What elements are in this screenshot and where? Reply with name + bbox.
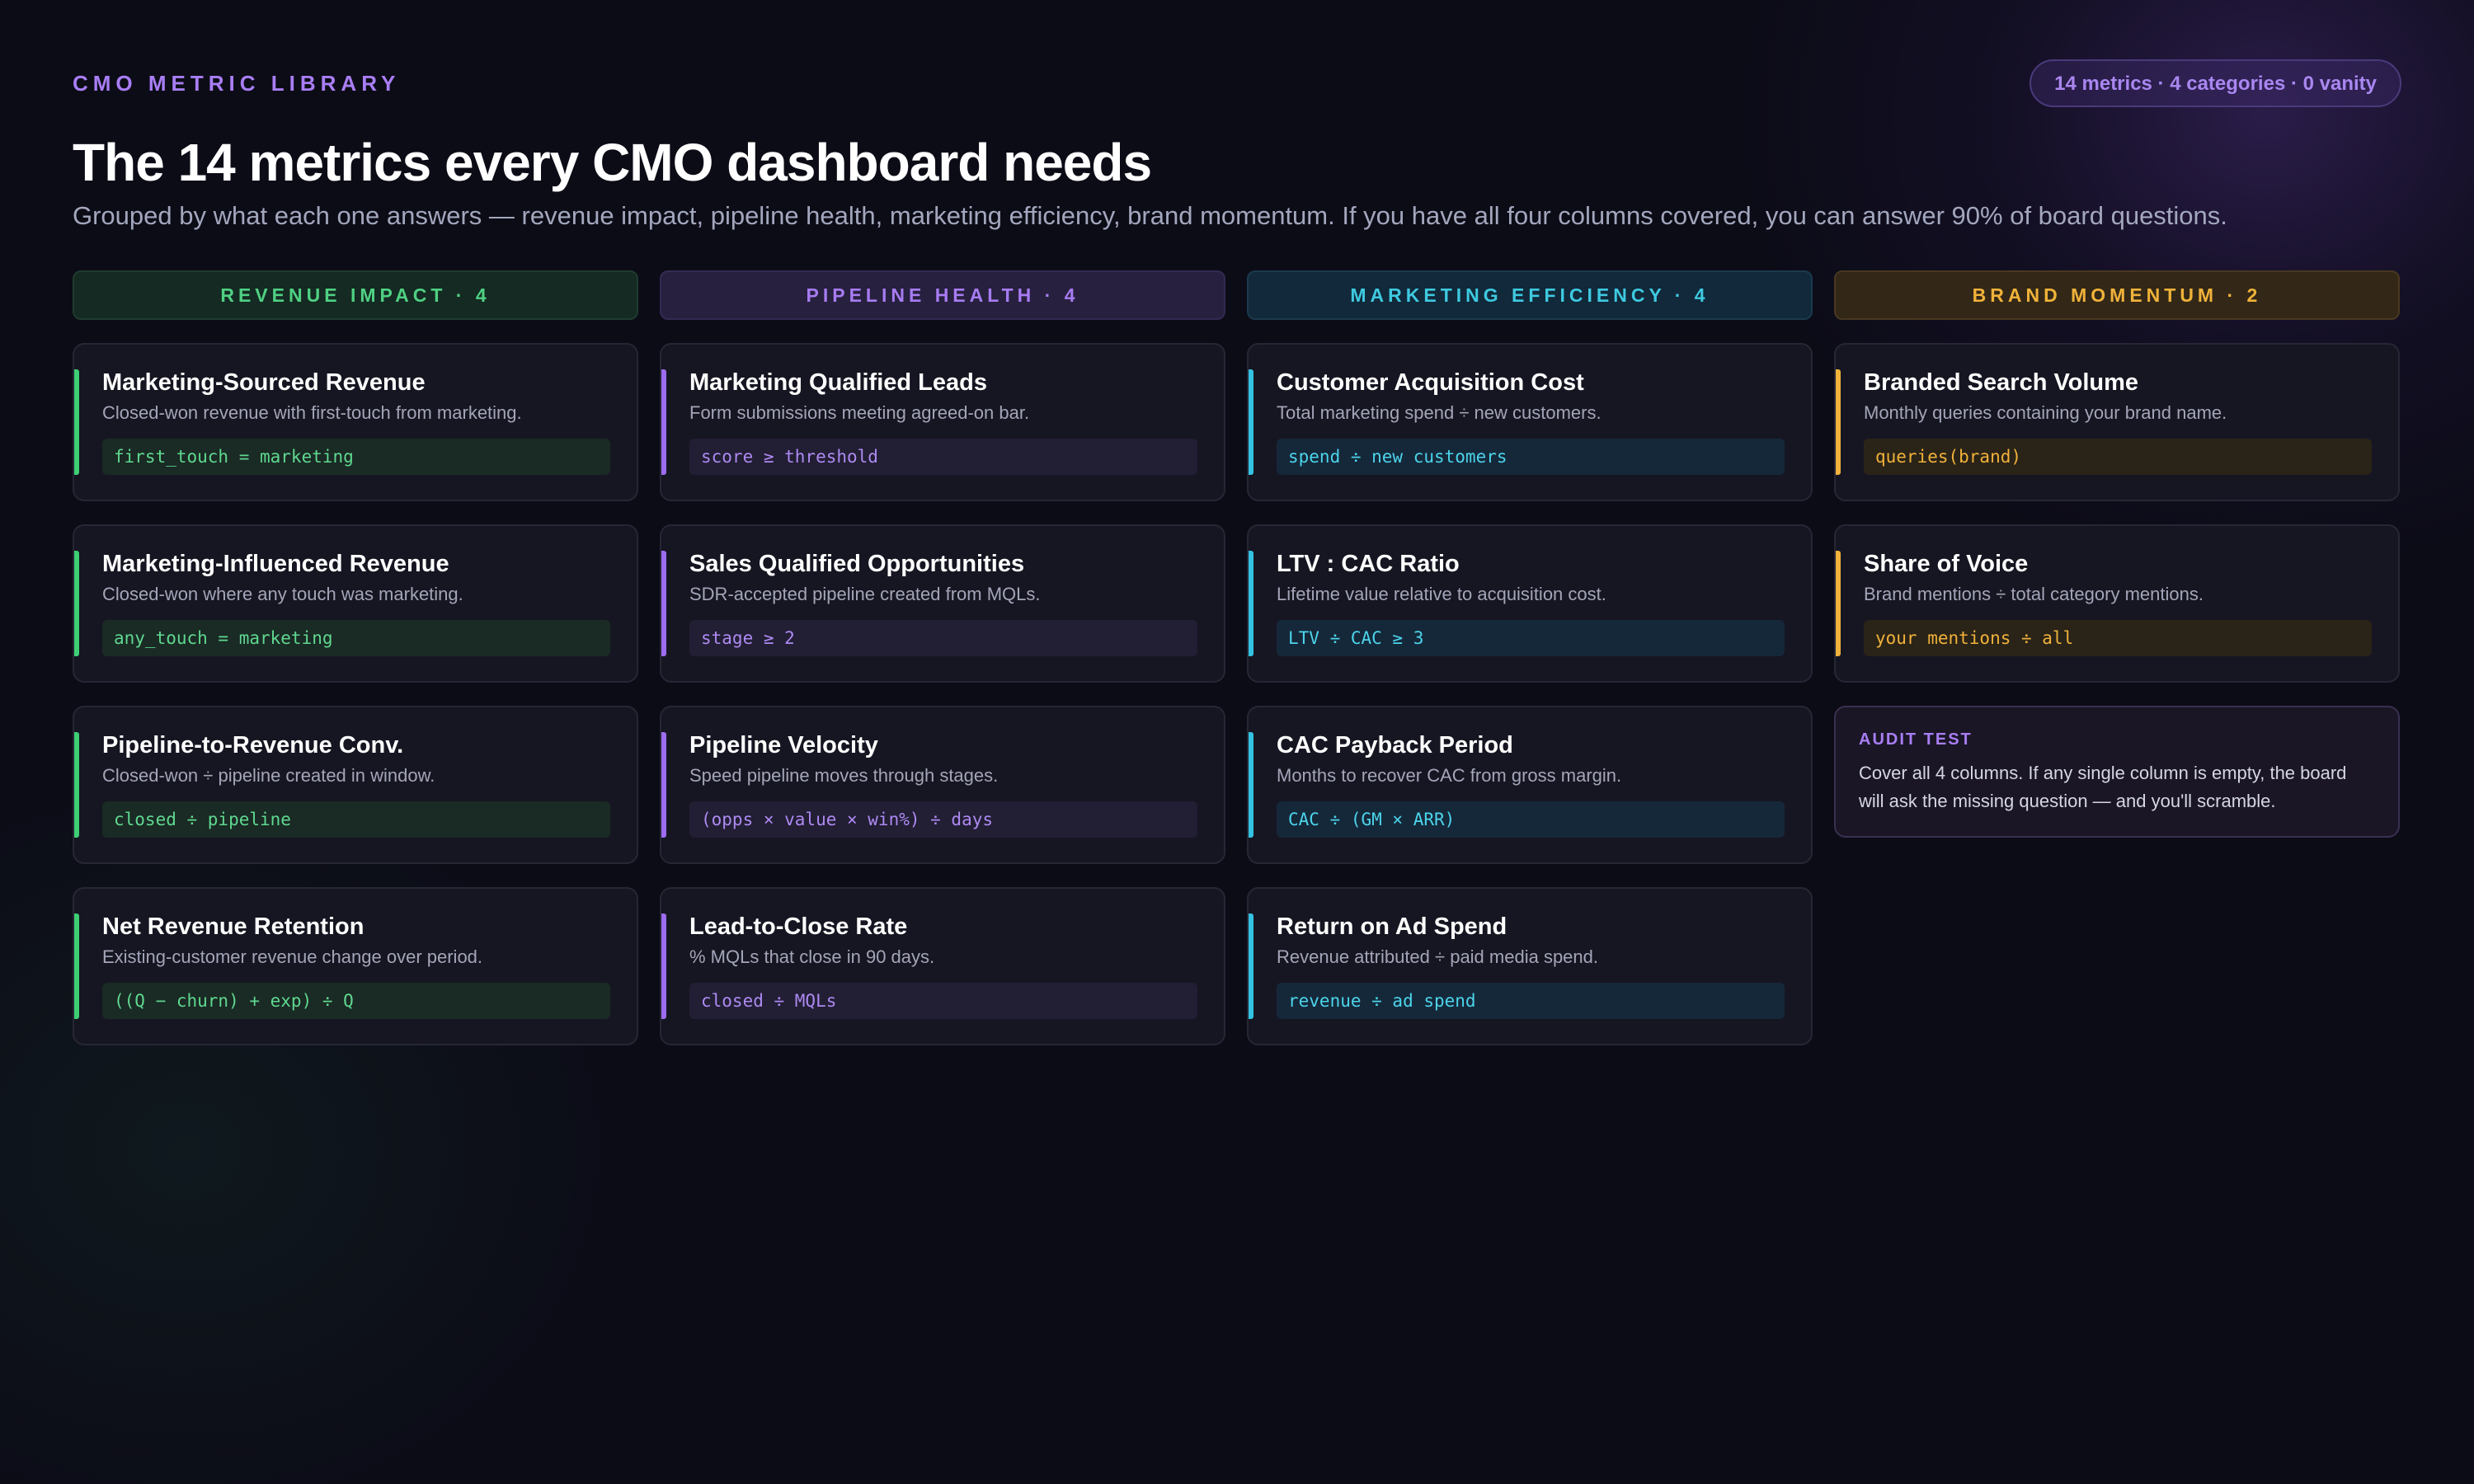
accent-bar (1249, 732, 1253, 838)
metric-card-sales-qualified-opportunities[interactable]: Sales Qualified Opportunities SDR-accept… (660, 524, 1225, 683)
metric-formula: stage ≥ 2 (689, 620, 1197, 656)
accent-bar (74, 732, 79, 838)
metric-title: CAC Payback Period (1277, 732, 1513, 758)
metric-formula: closed ÷ MQLs (689, 983, 1197, 1019)
metric-formula: (opps × value × win%) ÷ days (689, 801, 1197, 838)
eyebrow-label: CMO METRIC LIBRARY (73, 71, 401, 96)
page-subtitle: Grouped by what each one answers — reven… (73, 201, 2227, 230)
page-title: The 14 metrics every CMO dashboard needs (73, 133, 1152, 192)
metric-title: Branded Search Volume (1864, 369, 2139, 396)
accent-bar (1836, 369, 1841, 475)
metric-card-customer-acquisition-cost[interactable]: Customer Acquisition Cost Total marketin… (1247, 343, 1813, 501)
metric-description: Closed-won revenue with first-touch from… (102, 402, 522, 423)
summary-badge: 14 metrics · 4 categories · 0 vanity (2030, 59, 2401, 107)
metric-title: Customer Acquisition Cost (1277, 369, 1584, 396)
metric-formula: ((Q − churn) + exp) ÷ Q (102, 983, 610, 1019)
column-header-pipeline-health: PIPELINE HEALTH · 4 (660, 270, 1225, 320)
audit-test-text: Cover all 4 columns. If any single colum… (1859, 763, 2347, 811)
metric-title: Net Revenue Retention (102, 913, 365, 940)
accent-bar (1836, 551, 1841, 656)
accent-bar (661, 369, 666, 475)
accent-bar (661, 551, 666, 656)
accent-bar (661, 732, 666, 838)
audit-test-label: AUDIT TEST (1859, 730, 1973, 749)
metric-description: Months to recover CAC from gross margin. (1277, 765, 1622, 786)
metric-title: Marketing-Sourced Revenue (102, 369, 426, 396)
audit-test-callout: AUDIT TEST Cover all 4 columns. If any s… (1834, 706, 2400, 838)
metric-card-return-on-ad-spend[interactable]: Return on Ad Spend Revenue attributed ÷ … (1247, 887, 1813, 1045)
metric-card-cac-payback-period[interactable]: CAC Payback Period Months to recover CAC… (1247, 706, 1813, 864)
metric-formula: spend ÷ new customers (1277, 439, 1785, 475)
metric-card-pipeline-velocity[interactable]: Pipeline Velocity Speed pipeline moves t… (660, 706, 1225, 864)
column-marketing-efficiency: MARKETING EFFICIENCY · 4 Customer Acquis… (1247, 270, 1813, 1068)
metric-card-share-of-voice[interactable]: Share of Voice Brand mentions ÷ total ca… (1834, 524, 2400, 683)
metric-title: Marketing-Influenced Revenue (102, 551, 449, 577)
metric-title: Lead-to-Close Rate (689, 913, 908, 940)
metric-formula: score ≥ threshold (689, 439, 1197, 475)
metric-formula: closed ÷ pipeline (102, 801, 610, 838)
metric-card-marketing-influenced-revenue[interactable]: Marketing-Influenced Revenue Closed-won … (73, 524, 638, 683)
metric-description: SDR-accepted pipeline created from MQLs. (689, 584, 1041, 604)
metric-description: Total marketing spend ÷ new customers. (1277, 402, 1602, 423)
column-header-revenue-impact: REVENUE IMPACT · 4 (73, 270, 638, 320)
accent-bar (661, 913, 666, 1019)
metric-title: Sales Qualified Opportunities (689, 551, 1025, 577)
metric-card-marketing-qualified-leads[interactable]: Marketing Qualified Leads Form submissio… (660, 343, 1225, 501)
metric-description: Closed-won ÷ pipeline created in window. (102, 765, 435, 786)
metric-formula: any_touch = marketing (102, 620, 610, 656)
metric-description: Monthly queries containing your brand na… (1864, 402, 2227, 423)
metric-card-ltv-cac-ratio[interactable]: LTV : CAC Ratio Lifetime value relative … (1247, 524, 1813, 683)
accent-bar (74, 913, 79, 1019)
metric-card-marketing-sourced-revenue[interactable]: Marketing-Sourced Revenue Closed-won rev… (73, 343, 638, 501)
metric-title: Pipeline-to-Revenue Conv. (102, 732, 404, 758)
metric-title: Return on Ad Spend (1277, 913, 1507, 940)
page-header: CMO METRIC LIBRARY 14 metrics · 4 catego… (73, 0, 2401, 230)
column-brand-momentum: BRAND MOMENTUM · 2 Branded Search Volume… (1834, 270, 2400, 1068)
metric-description: Brand mentions ÷ total category mentions… (1864, 584, 2204, 604)
metric-formula: queries(brand) (1864, 439, 2372, 475)
metric-title: Pipeline Velocity (689, 732, 878, 758)
accent-bar (1249, 913, 1253, 1019)
metric-formula: your mentions ÷ all (1864, 620, 2372, 656)
metric-description: % MQLs that close in 90 days. (689, 946, 935, 967)
accent-bar (1249, 369, 1253, 475)
metric-formula: LTV ÷ CAC ≥ 3 (1277, 620, 1785, 656)
metric-description: Revenue attributed ÷ paid media spend. (1277, 946, 1598, 967)
metric-columns: REVENUE IMPACT · 4 Marketing-Sourced Rev… (73, 270, 2401, 1068)
column-revenue-impact: REVENUE IMPACT · 4 Marketing-Sourced Rev… (73, 270, 638, 1068)
metric-description: Lifetime value relative to acquisition c… (1277, 584, 1606, 604)
metric-card-lead-to-close-rate[interactable]: Lead-to-Close Rate % MQLs that close in … (660, 887, 1225, 1045)
metric-description: Speed pipeline moves through stages. (689, 765, 999, 786)
accent-bar (1249, 551, 1253, 656)
column-header-brand-momentum: BRAND MOMENTUM · 2 (1834, 270, 2400, 320)
accent-bar (74, 551, 79, 656)
accent-bar (74, 369, 79, 475)
metric-description: Existing-customer revenue change over pe… (102, 946, 483, 967)
metric-formula: revenue ÷ ad spend (1277, 983, 1785, 1019)
metric-card-net-revenue-retention[interactable]: Net Revenue Retention Existing-customer … (73, 887, 638, 1045)
column-pipeline-health: PIPELINE HEALTH · 4 Marketing Qualified … (660, 270, 1225, 1068)
metric-title: Share of Voice (1864, 551, 2029, 577)
metric-card-branded-search-volume[interactable]: Branded Search Volume Monthly queries co… (1834, 343, 2400, 501)
metric-description: Form submissions meeting agreed-on bar. (689, 402, 1030, 423)
metric-title: Marketing Qualified Leads (689, 369, 987, 396)
metric-card-pipeline-to-revenue-conv[interactable]: Pipeline-to-Revenue Conv. Closed-won ÷ p… (73, 706, 638, 864)
metric-description: Closed-won where any touch was marketing… (102, 584, 463, 604)
column-header-marketing-efficiency: MARKETING EFFICIENCY · 4 (1247, 270, 1813, 320)
metric-title: LTV : CAC Ratio (1277, 551, 1460, 577)
metric-formula: first_touch = marketing (102, 439, 610, 475)
metric-formula: CAC ÷ (GM × ARR) (1277, 801, 1785, 838)
